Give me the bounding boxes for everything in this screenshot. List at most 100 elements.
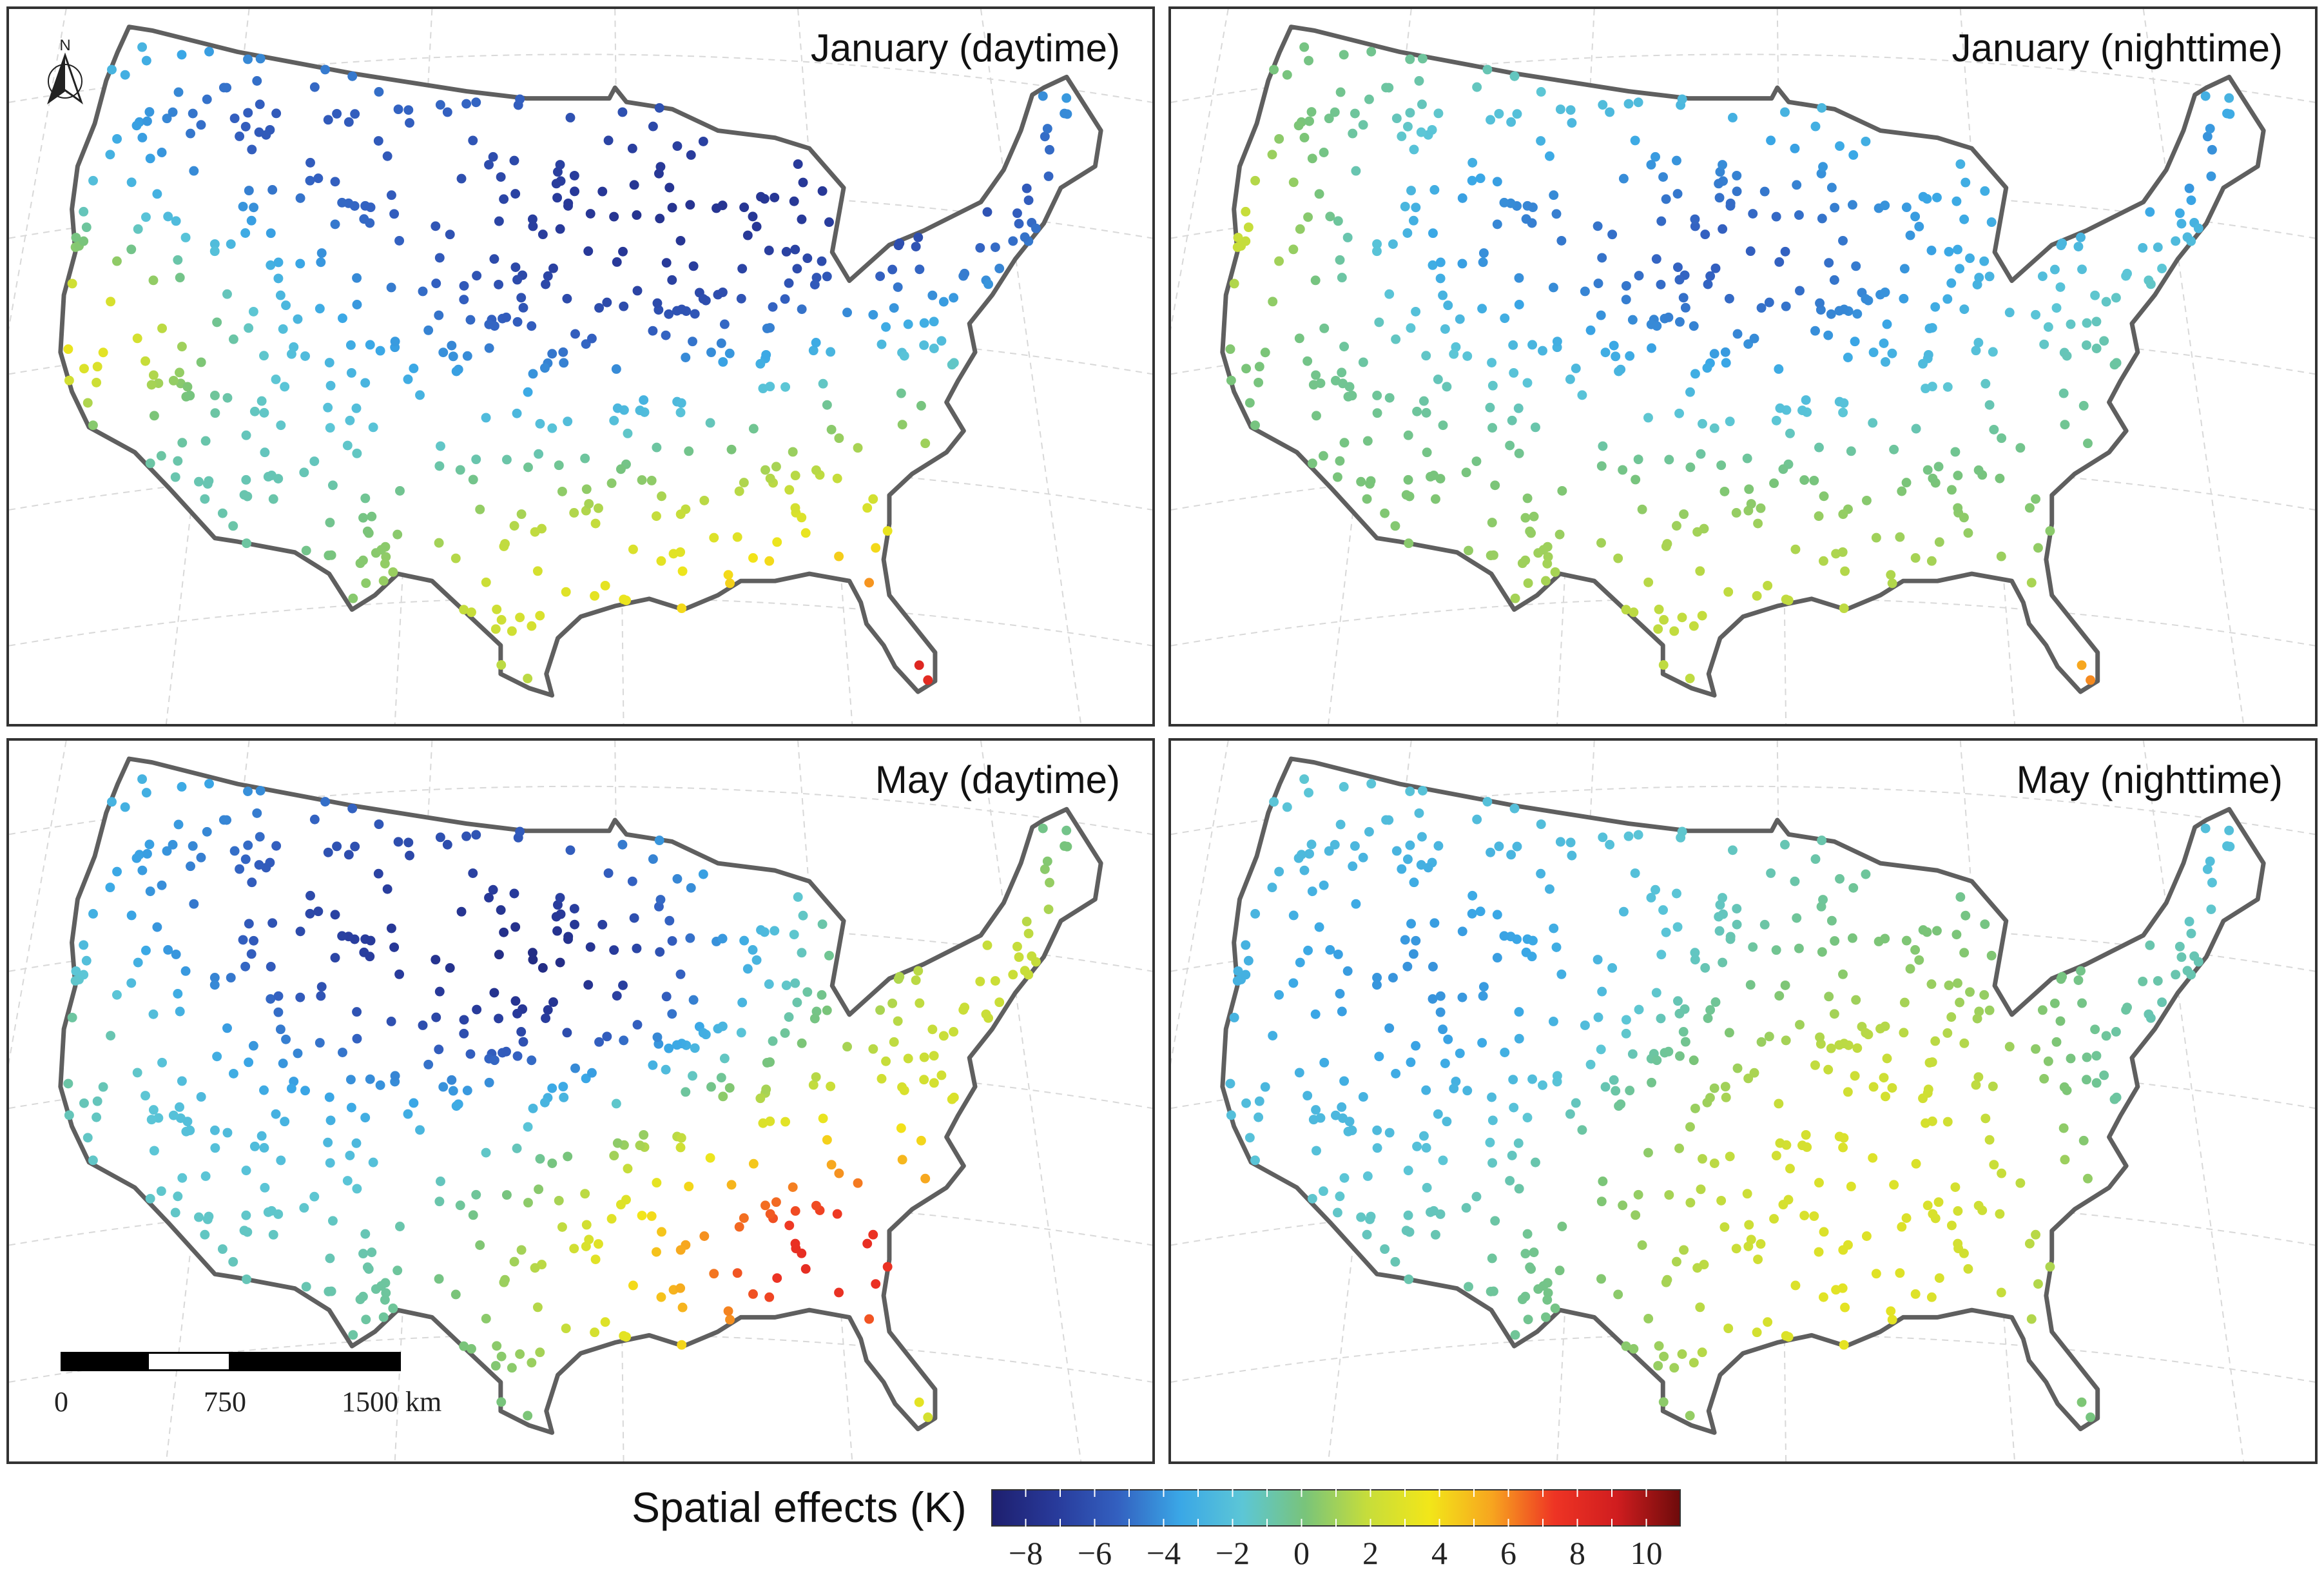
station-point: [1330, 1110, 1341, 1120]
station-point: [2109, 1094, 2120, 1104]
station-point: [434, 1274, 444, 1284]
station-point: [648, 854, 658, 864]
station-point: [1887, 1083, 1897, 1093]
station-point: [705, 418, 715, 428]
station-point: [1416, 860, 1426, 870]
station-point: [1419, 1131, 1429, 1141]
station-point: [271, 841, 282, 851]
station-point: [1839, 1340, 1849, 1350]
station-point: [2062, 1085, 2072, 1095]
station-point: [1781, 301, 1791, 311]
station-point: [1372, 239, 1382, 249]
station-point: [1953, 1238, 1963, 1249]
station-point: [1598, 441, 1608, 451]
station-point: [362, 1262, 373, 1273]
station-point: [320, 64, 331, 75]
station-point: [243, 840, 253, 850]
station-point: [1674, 1143, 1685, 1153]
station-point: [490, 624, 501, 634]
station-point: [1372, 1143, 1382, 1153]
station-point: [1510, 1330, 1520, 1340]
station-point: [1709, 349, 1719, 359]
station-point: [2122, 268, 2132, 278]
station-point: [1973, 465, 1984, 475]
station-point: [1794, 943, 1804, 953]
station-point: [1549, 190, 1559, 200]
station-point: [196, 357, 206, 367]
station-point: [1918, 358, 1928, 369]
station-point: [1850, 1071, 1860, 1081]
station-point: [1880, 200, 1890, 211]
station-point: [797, 1248, 807, 1258]
station-point: [559, 1092, 569, 1102]
station-point: [675, 235, 686, 246]
station-point: [1659, 1351, 1669, 1362]
station-point: [1358, 120, 1368, 130]
station-point: [1674, 1008, 1685, 1019]
station-point: [120, 802, 130, 812]
station-point: [338, 313, 347, 324]
station-point: [990, 242, 1000, 252]
station-point: [415, 1125, 425, 1135]
station-point: [1596, 310, 1606, 320]
station-point: [315, 1038, 325, 1048]
station-point: [305, 175, 315, 186]
station-point: [168, 1110, 179, 1120]
station-point: [67, 278, 77, 289]
station-point: [748, 945, 758, 955]
station-point: [210, 1143, 220, 1153]
station-point: [1843, 1087, 1853, 1097]
station-point: [2083, 438, 2093, 449]
station-point: [509, 521, 519, 531]
station-point: [765, 473, 775, 483]
station-point: [1663, 312, 1674, 322]
station-point: [1402, 961, 1413, 972]
station-point: [539, 1097, 550, 1108]
station-point: [1567, 118, 1577, 128]
station-point: [202, 94, 212, 104]
station-point: [2076, 966, 2086, 976]
station-point: [1233, 233, 1243, 242]
station-point: [1745, 980, 1756, 990]
station-point: [1269, 797, 1279, 807]
station-point: [893, 1016, 903, 1026]
station-point: [2026, 1314, 2037, 1324]
station-point: [434, 253, 445, 263]
station-point: [1406, 323, 1416, 333]
station-point: [1509, 71, 1520, 81]
station-point: [267, 918, 278, 928]
station-point: [555, 893, 565, 903]
station-point: [736, 293, 746, 304]
station-point: [1792, 913, 1802, 923]
station-point: [1408, 215, 1419, 226]
station-point: [667, 275, 677, 285]
station-point: [210, 408, 220, 418]
station-point: [919, 1075, 929, 1085]
station-point: [1597, 986, 1607, 997]
station-point: [1714, 179, 1724, 189]
station-point: [1901, 478, 1912, 488]
station-point: [1950, 447, 1961, 457]
station-point: [1801, 1129, 1811, 1140]
station-point: [627, 143, 637, 153]
station-point: [868, 309, 878, 320]
station-point: [1254, 377, 1264, 387]
station-point: [790, 1206, 800, 1216]
station-point: [2184, 183, 2194, 193]
station-point: [1685, 462, 1696, 473]
station-point: [2004, 1042, 2015, 1052]
station-point: [1799, 1211, 1810, 1220]
station-point: [325, 1115, 336, 1126]
station-point: [350, 109, 360, 119]
station-point: [518, 302, 528, 313]
station-point: [1815, 1032, 1825, 1042]
station-point: [1299, 774, 1310, 785]
station-point: [527, 214, 537, 224]
station-point: [1910, 945, 1921, 955]
station-point: [1700, 229, 1710, 240]
station-point: [929, 1078, 939, 1088]
station-point: [1366, 1211, 1376, 1222]
station-point: [2186, 928, 2196, 939]
station-point: [1422, 1182, 1432, 1193]
station-point: [1698, 1154, 1707, 1164]
